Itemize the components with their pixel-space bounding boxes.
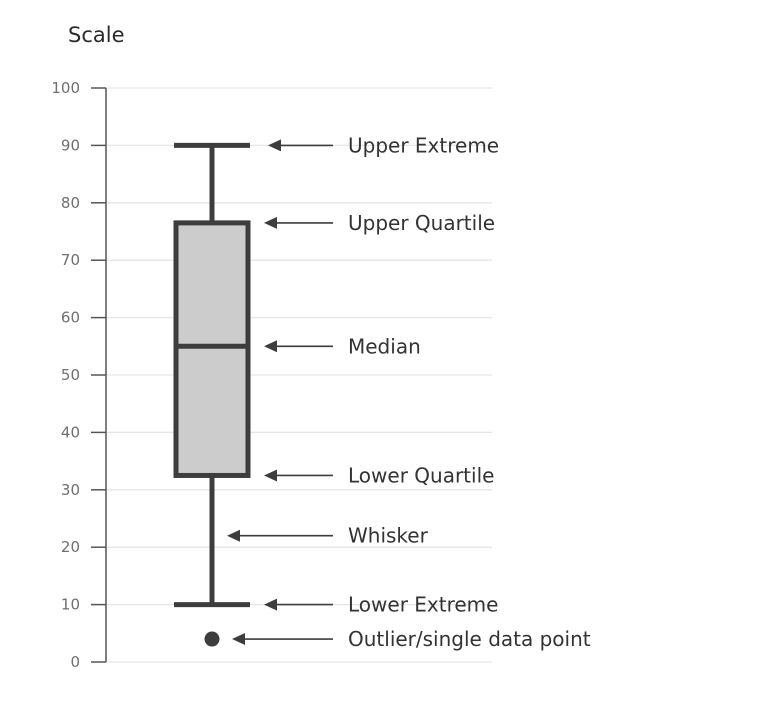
y-tick-label: 60 (61, 309, 80, 327)
y-axis-title: Scale (68, 23, 125, 47)
y-tick-label: 0 (70, 653, 80, 671)
interquartile-box (173, 220, 251, 478)
y-tick-label: 70 (61, 251, 80, 269)
annotation-label-median: Median (348, 334, 421, 358)
y-tick-label: 20 (61, 538, 80, 556)
annotation-label-upper-quartile: Upper Quartile (348, 211, 495, 235)
y-tick-label: 80 (61, 194, 80, 212)
y-tick-label: 50 (61, 366, 80, 384)
arrow-head-icon (264, 216, 277, 229)
annotation-label-outlier: Outlier/single data point (348, 627, 591, 651)
y-tick-label: 40 (61, 423, 80, 441)
box-plot (173, 142, 251, 647)
y-tick-label: 30 (61, 481, 80, 499)
arrow-head-icon (264, 340, 277, 353)
annotations: Upper Extreme Upper Quartile Median Lower Q… (227, 133, 591, 651)
outlier-point (204, 631, 220, 647)
arrow-head-icon (232, 633, 245, 646)
annotation-label-lower-extreme: Lower Extreme (348, 593, 498, 617)
gridlines (106, 87, 492, 663)
y-tick-label: 90 (61, 136, 80, 154)
y-tick-label: 100 (51, 79, 80, 97)
y-axis: 0 10 20 30 40 50 60 70 80 90 100 (51, 79, 107, 671)
arrow-head-icon (268, 139, 281, 152)
annotation-label-upper-extreme: Upper Extreme (348, 133, 499, 157)
annotation-label-lower-quartile: Lower Quartile (348, 463, 494, 487)
arrow-head-icon (264, 469, 277, 482)
y-tick-label: 10 (61, 596, 80, 614)
arrow-head-icon (264, 598, 277, 611)
arrow-head-icon (227, 529, 240, 542)
annotation-label-whisker: Whisker (348, 524, 429, 548)
